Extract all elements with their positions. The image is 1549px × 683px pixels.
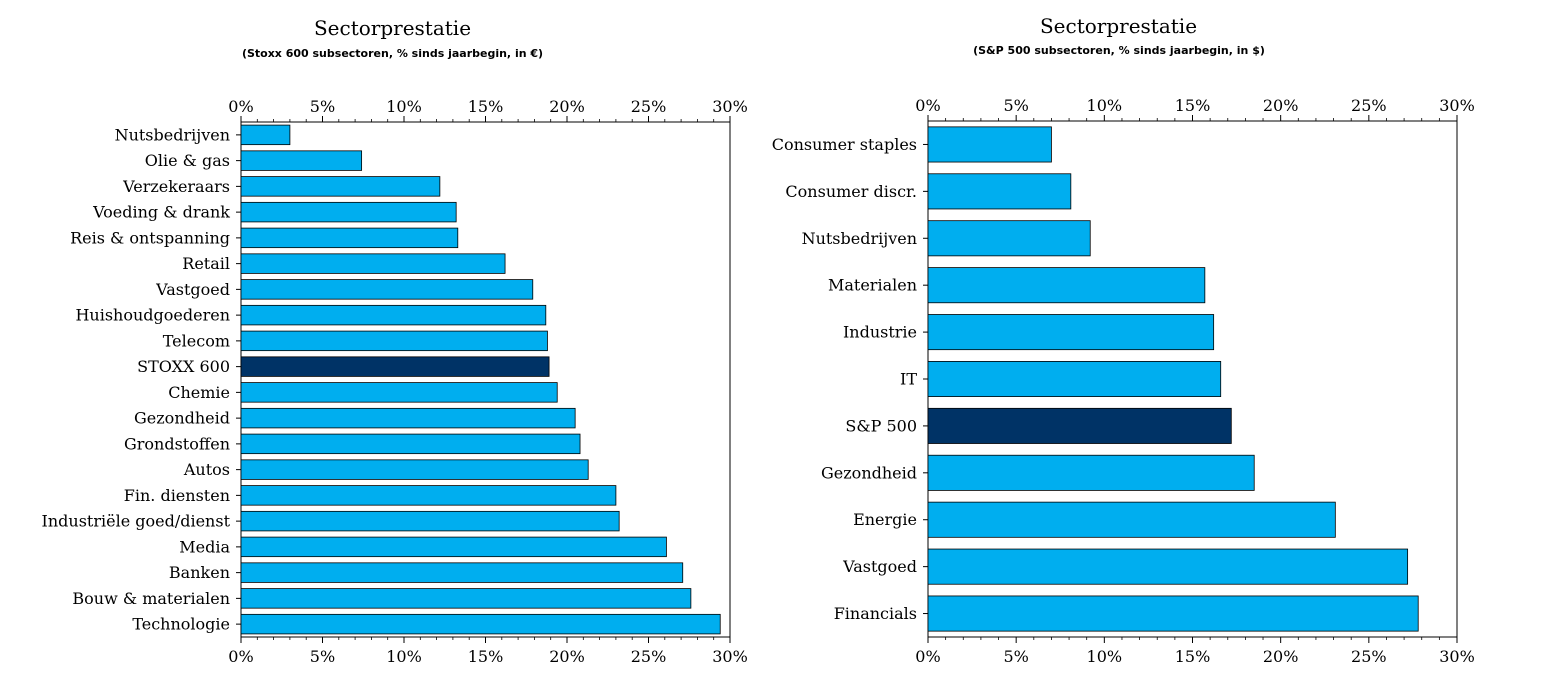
chart-2-title: Sectorprestatie: [1039, 14, 1198, 38]
stoxx-category-label-3: Voeding & drank: [92, 203, 230, 222]
stoxx-category-label-9: STOXX 600: [137, 357, 230, 376]
sp-category-label-6: S&P 500: [845, 416, 917, 435]
stoxx-bar-5: [240, 253, 506, 274]
stoxx-category-label-16: Media: [179, 537, 230, 556]
sp-bar-3: [927, 267, 1206, 304]
stoxx-category-label-8: Telecom: [163, 331, 230, 350]
stoxx-xtick-label-bottom-2: 10%: [386, 647, 422, 666]
stoxx-xtick-label-bottom-5: 25%: [631, 647, 667, 666]
stoxx-bar-17: [240, 562, 684, 583]
stoxx-bar-6: [240, 279, 534, 300]
sp-xtick-label-top-1: 5%: [1003, 96, 1028, 115]
chart-sp500: Consumer staples Consumer discr. Nutsbedri…: [772, 96, 1475, 666]
stoxx-bar-12: [240, 433, 581, 455]
stoxx-bar-9: [240, 356, 550, 377]
sp-xtick-label-top-4: 20%: [1263, 96, 1299, 115]
stoxx-plot-frame: [240, 121, 731, 638]
sp-xtick-label-top-6: 30%: [1439, 96, 1475, 115]
stoxx-xtick-label-bottom-0: 0%: [228, 647, 253, 666]
stoxx-bar-15: [240, 510, 620, 532]
stoxx-xtick-label-top-2: 10%: [386, 97, 422, 116]
stoxx-xtick-label-bottom-3: 15%: [468, 647, 504, 666]
sp-xtick-label-top-3: 15%: [1175, 96, 1211, 115]
stoxx-bar-2: [240, 176, 441, 197]
sp-xtick-label-bottom-1: 5%: [1003, 647, 1028, 666]
stoxx-bar-13: [240, 459, 589, 480]
sp-bar-0: [927, 126, 1052, 163]
stoxx-bar-11: [240, 407, 576, 429]
stoxx-bar-4: [240, 227, 459, 249]
sp-xtick-label-bottom-5: 25%: [1351, 647, 1387, 666]
stoxx-xtick-label-top-6: 30%: [712, 97, 748, 116]
sp-xtick-label-top-2: 10%: [1087, 96, 1123, 115]
stoxx-bar-0: [240, 124, 291, 146]
stoxx-category-label-13: Autos: [183, 460, 230, 479]
sp-bar-9: [927, 548, 1409, 585]
sp-category-label-3: Materialen: [828, 276, 917, 295]
stoxx-xtick-label-top-1: 5%: [310, 97, 335, 116]
sp-category-label-1: Consumer discr.: [785, 182, 917, 201]
sp-xtick-label-top-5: 25%: [1351, 96, 1387, 115]
stoxx-xtick-label-top-4: 20%: [549, 97, 585, 116]
sp-xtick-label-bottom-2: 10%: [1087, 647, 1123, 666]
stoxx-xtick-label-top-5: 25%: [631, 97, 667, 116]
chart-2-subtitle: (S&P 500 subsectoren, % sinds jaarbegin,…: [973, 44, 1265, 57]
stoxx-category-label-17: Banken: [169, 563, 230, 582]
sp-bar-8: [927, 501, 1336, 538]
stoxx-xtick-label-top-3: 15%: [468, 97, 504, 116]
sp-category-label-7: Gezondheid: [821, 463, 917, 482]
stoxx-bar-8: [240, 330, 548, 352]
stoxx-bar-16: [240, 536, 667, 558]
sp-category-label-5: IT: [900, 370, 917, 389]
chart-1-subtitle: (Stoxx 600 subsectoren, % sinds jaarbegi…: [241, 47, 544, 60]
stoxx-bar-7: [240, 304, 547, 326]
stoxx-category-label-10: Chemie: [168, 383, 230, 402]
stoxx-xtick-label-bottom-6: 30%: [712, 647, 748, 666]
stoxx-category-label-7: Huishoudgoederen: [75, 306, 230, 325]
stoxx-category-label-2: Verzekeraars: [122, 177, 230, 196]
chart-1-title: Sectorprestatie: [313, 16, 472, 40]
stoxx-bar-10: [240, 382, 558, 403]
stoxx-category-label-5: Retail: [182, 254, 230, 273]
stoxx-bar-3: [240, 201, 457, 223]
stoxx-category-label-0: Nutsbedrijven: [115, 125, 230, 144]
sp-bar-7: [927, 454, 1255, 491]
stoxx-category-label-14: Fin. diensten: [124, 486, 230, 505]
stoxx-bar-18: [240, 588, 692, 609]
stoxx-category-label-12: Grondstoffen: [124, 434, 230, 453]
sp-category-label-8: Energie: [853, 510, 917, 529]
sp-bar-2: [927, 220, 1091, 257]
sp-xtick-label-bottom-3: 15%: [1175, 647, 1211, 666]
sp-bar-5: [927, 361, 1222, 397]
stoxx-category-label-6: Vastgoed: [155, 280, 230, 299]
stoxx-xtick-label-bottom-1: 5%: [310, 647, 335, 666]
sp-category-label-0: Consumer staples: [772, 135, 917, 154]
stoxx-category-label-18: Bouw & materialen: [72, 589, 230, 608]
sp-xtick-label-bottom-4: 20%: [1263, 647, 1299, 666]
stoxx-xtick-label-top-0: 0%: [228, 97, 253, 116]
sp-bar-1: [927, 173, 1072, 210]
stoxx-bar-14: [240, 485, 617, 506]
stoxx-category-label-1: Olie & gas: [145, 151, 230, 170]
sp-xtick-label-bottom-0: 0%: [915, 647, 940, 666]
sp-category-label-2: Nutsbedrijven: [802, 229, 917, 248]
sp-xtick-label-top-0: 0%: [915, 96, 940, 115]
stoxx-category-label-4: Reis & ontspanning: [70, 228, 230, 247]
sp-category-label-10: Financials: [834, 604, 917, 623]
sp-xtick-label-bottom-6: 30%: [1439, 647, 1475, 666]
stoxx-category-label-15: Industriële goed/dienst: [42, 512, 231, 531]
stoxx-category-label-19: Technologie: [132, 615, 230, 634]
stoxx-category-label-11: Gezondheid: [134, 409, 230, 428]
sp-bar-6: [927, 407, 1232, 444]
sp-bar-10: [927, 595, 1419, 632]
sp-category-label-9: Vastgoed: [842, 557, 917, 576]
chart-stoxx600: Nutsbedrijven Olie & gas Verzekeraars Voedi…: [42, 97, 748, 666]
stoxx-bar-19: [240, 613, 721, 635]
stoxx-xtick-label-bottom-4: 20%: [549, 647, 585, 666]
stoxx-bar-1: [240, 150, 363, 171]
sp-category-label-4: Industrie: [843, 323, 917, 342]
sp-bar-4: [927, 314, 1215, 351]
